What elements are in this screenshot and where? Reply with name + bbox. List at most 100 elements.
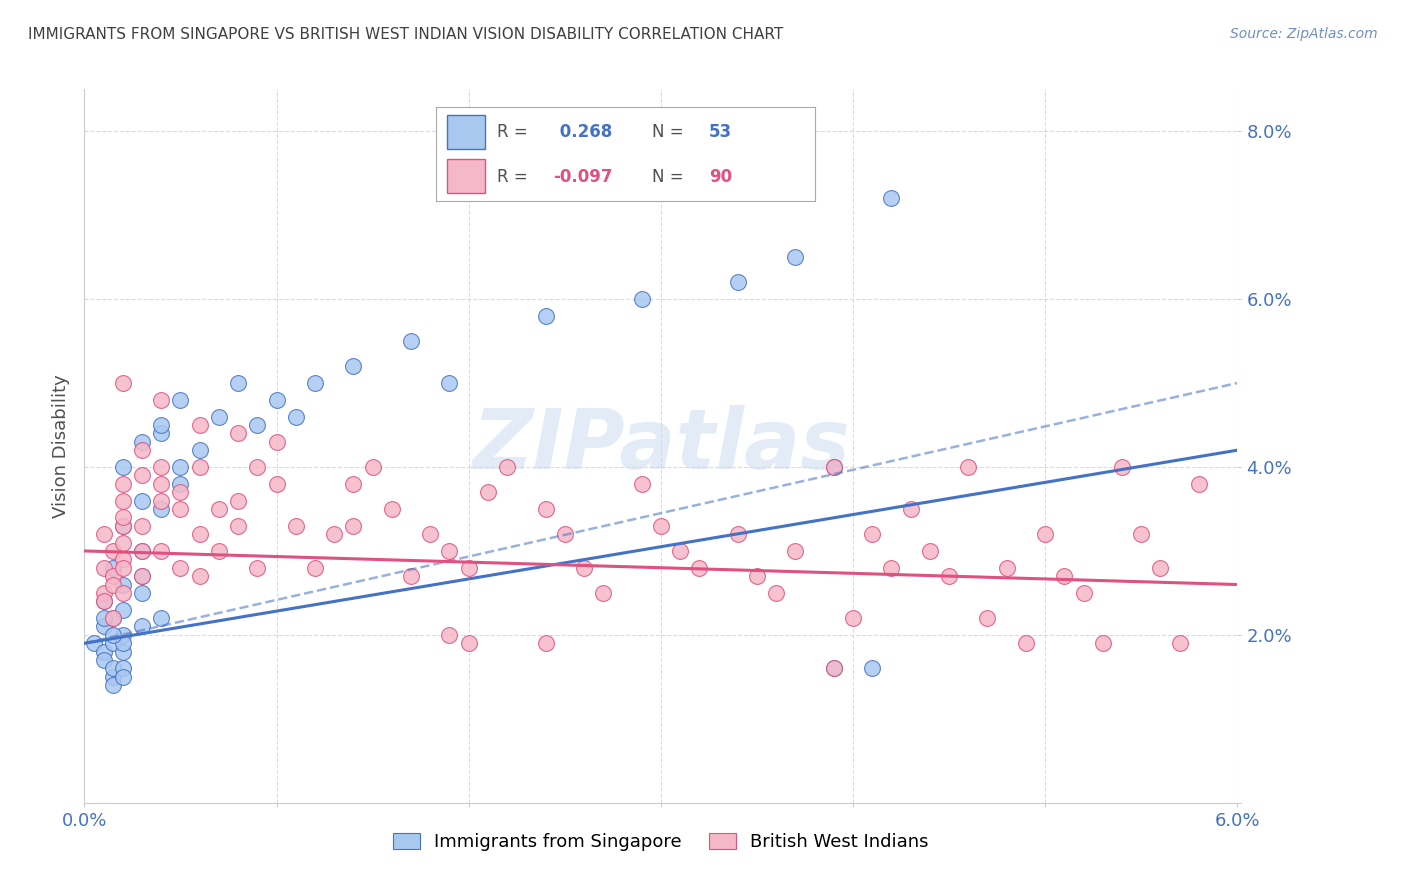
Y-axis label: Vision Disability: Vision Disability [52,374,70,518]
Point [111,636,134,650]
Point [554,527,576,541]
Point [342,518,364,533]
Point [131,518,153,533]
Point [169,476,191,491]
Text: 53: 53 [709,123,733,141]
Point [226,518,249,533]
Point [150,502,173,516]
Point [131,569,153,583]
Point [284,409,307,424]
Text: N =: N = [652,169,689,186]
Point [381,502,404,516]
Point [957,460,980,475]
Point [103,560,124,574]
Point [103,678,124,692]
Point [361,460,384,475]
Point [188,417,211,432]
Point [93,645,115,659]
Point [284,518,307,533]
Point [323,527,346,541]
Point [496,460,519,475]
Point [439,544,461,558]
Point [342,476,364,491]
Point [103,661,124,675]
Point [188,443,211,458]
Point [823,460,845,475]
Point [131,544,153,558]
Point [111,476,134,491]
Point [477,485,499,500]
Legend: Immigrants from Singapore, British West Indians: Immigrants from Singapore, British West … [385,825,936,858]
Text: -0.097: -0.097 [554,169,613,186]
Point [457,560,479,574]
Point [111,493,134,508]
Point [785,250,807,264]
Point [111,645,134,659]
Text: N =: N = [652,123,689,141]
Point [592,586,614,600]
Point [1033,527,1056,541]
Point [226,493,249,508]
Point [727,275,749,289]
Point [439,628,461,642]
Point [169,392,191,407]
Point [111,670,134,684]
Point [188,460,211,475]
Point [103,636,124,650]
Point [131,493,153,508]
Point [103,611,124,625]
Point [93,527,115,541]
Point [169,460,191,475]
Point [399,569,422,583]
Point [630,292,652,306]
Point [1091,636,1114,650]
Point [1168,636,1191,650]
Point [83,636,105,650]
Point [111,552,134,566]
Point [111,586,134,600]
Point [208,544,231,558]
Point [246,417,269,432]
Text: R =: R = [496,123,533,141]
Text: 0.268: 0.268 [554,123,612,141]
Point [918,544,941,558]
Point [534,636,557,650]
Point [342,359,364,374]
Point [1053,569,1076,583]
Point [246,460,269,475]
Point [93,619,115,633]
Point [111,628,134,642]
Point [226,376,249,390]
Text: IMMIGRANTS FROM SINGAPORE VS BRITISH WEST INDIAN VISION DISABILITY CORRELATION C: IMMIGRANTS FROM SINGAPORE VS BRITISH WES… [28,27,783,42]
Point [304,560,326,574]
Point [93,594,115,608]
Point [150,426,173,441]
Point [150,460,173,475]
Point [860,527,883,541]
Point [150,392,173,407]
Point [976,611,998,625]
Point [150,417,173,432]
Point [208,409,231,424]
Point [208,502,231,516]
Text: R =: R = [496,169,533,186]
Point [111,603,134,617]
Point [669,544,692,558]
Point [93,586,115,600]
Point [266,476,288,491]
Point [111,460,134,475]
Point [131,569,153,583]
Point [457,636,479,650]
Point [131,544,153,558]
Point [150,476,173,491]
Point [188,527,211,541]
Point [111,510,134,524]
Point [169,560,191,574]
Point [103,544,124,558]
Point [880,560,903,574]
Point [131,586,153,600]
Point [103,577,124,591]
Point [765,586,787,600]
Point [111,518,134,533]
FancyBboxPatch shape [447,115,485,149]
